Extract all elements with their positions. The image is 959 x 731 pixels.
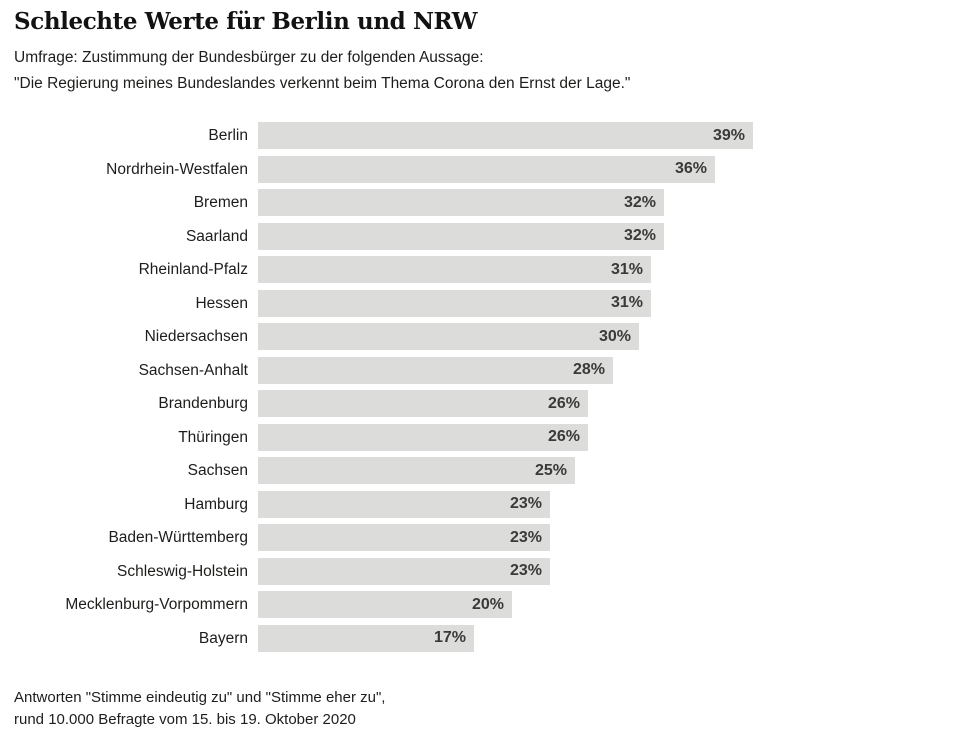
bar: 17%: [258, 624, 474, 652]
value-label: 23%: [509, 528, 542, 546]
bar-track: 36%: [258, 155, 959, 183]
bar: 23%: [258, 524, 550, 551]
bar: 36%: [258, 155, 715, 183]
bar-row: Hessen 31%: [0, 289, 959, 317]
bar-row: Schleswig-Holstein 23%: [0, 557, 959, 585]
bar-row: Berlin 39%: [0, 122, 959, 149]
category-label: Nordrhein-Westfalen: [106, 160, 248, 178]
category-label: Rheinland-Pfalz: [138, 261, 248, 278]
bar-track: 25%: [258, 457, 959, 484]
category-label: Hessen: [195, 294, 248, 312]
category-label: Sachsen-Anhalt: [138, 361, 248, 379]
bar-row: Nordrhein-Westfalen 36%: [0, 155, 959, 183]
bar-row: Thüringen 26%: [0, 423, 959, 451]
bar-row: Niedersachsen 30%: [0, 323, 959, 350]
bar: 32%: [258, 189, 664, 216]
bar-track: 23%: [258, 557, 959, 585]
bar-track: 31%: [258, 256, 959, 283]
bar-track: 39%: [258, 122, 959, 149]
bar-track: 28%: [258, 356, 959, 384]
category-label: Saarland: [185, 227, 248, 245]
bar: 25%: [258, 457, 575, 484]
bar-row: Saarland 32%: [0, 222, 959, 250]
value-label: 23%: [509, 495, 542, 512]
value-label: 30%: [598, 327, 631, 345]
value-label: 32%: [623, 227, 656, 244]
bar-track: 32%: [258, 189, 959, 216]
bar-row: Bremen 32%: [0, 189, 959, 216]
category-label: Brandenburg: [158, 395, 248, 412]
value-label: 32%: [623, 193, 656, 211]
bar-track: 32%: [258, 222, 959, 250]
value-label: 23%: [509, 562, 542, 579]
chart-subtitle-line1: Umfrage: Zustimmung der Bundesbürger zu …: [14, 49, 484, 66]
value-label: 25%: [534, 461, 567, 479]
category-label: Thüringen: [178, 428, 248, 446]
bar: 23%: [258, 490, 550, 518]
bar: 26%: [258, 390, 588, 417]
bar: 31%: [258, 256, 651, 283]
bar-row: Hamburg 23%: [0, 490, 959, 518]
category-label: Sachsen: [187, 462, 248, 479]
bar: 26%: [258, 423, 588, 451]
bar-row: Rheinland-Pfalz 31%: [0, 256, 959, 283]
bar: 30%: [258, 323, 639, 350]
value-label: 17%: [433, 629, 466, 646]
bar-track: 26%: [258, 423, 959, 451]
category-label: Bremen: [193, 194, 248, 211]
value-label: 31%: [610, 294, 643, 311]
category-label: Mecklenburg-Vorpommern: [65, 596, 248, 613]
category-label: Bayern: [198, 629, 248, 647]
bar-row: Bayern 17%: [0, 624, 959, 652]
value-label: 20%: [471, 595, 504, 613]
value-label: 26%: [547, 428, 580, 445]
bar-track: 23%: [258, 490, 959, 518]
value-label: 31%: [610, 260, 643, 278]
bar-row: Sachsen-Anhalt 28%: [0, 356, 959, 384]
category-label: Niedersachsen: [144, 328, 248, 345]
bar: 32%: [258, 222, 664, 250]
value-label: 28%: [572, 361, 605, 378]
footnote-line2: rund 10.000 Befragte vom 15. bis 19. Okt…: [14, 711, 356, 728]
chart-subtitle-line2: "Die Regierung meines Bundeslandes verke…: [14, 75, 631, 92]
value-label: 39%: [712, 126, 745, 144]
bar-track: 17%: [258, 624, 959, 652]
bar: 23%: [258, 557, 550, 585]
category-label: Hamburg: [184, 495, 248, 513]
bar: 28%: [258, 356, 613, 384]
category-label: Berlin: [208, 127, 248, 144]
bar: 31%: [258, 289, 651, 317]
footnote-line1: Antworten "Stimme eindeutig zu" und "Sti…: [14, 689, 386, 706]
bar-row: Sachsen 25%: [0, 457, 959, 484]
bar-track: 31%: [258, 289, 959, 317]
bar-track: 30%: [258, 323, 959, 350]
bar: 39%: [258, 122, 753, 149]
bar: 20%: [258, 591, 512, 618]
bar-row: Brandenburg 26%: [0, 390, 959, 417]
value-label: 26%: [547, 394, 580, 412]
category-label: Baden-Württemberg: [108, 529, 248, 546]
category-label: Schleswig-Holstein: [117, 562, 248, 580]
bar-row: Mecklenburg-Vorpommern 20%: [0, 591, 959, 618]
bar-track: 23%: [258, 524, 959, 551]
chart-title: Schlechte Werte für Berlin und NRW: [14, 8, 478, 35]
bar-track: 20%: [258, 591, 959, 618]
bar-row: Baden-Württemberg 23%: [0, 524, 959, 551]
bar-track: 26%: [258, 390, 959, 417]
bar-chart: Berlin 39% Nordrhein-Westfalen 36% Breme…: [0, 122, 959, 652]
value-label: 36%: [674, 160, 707, 177]
